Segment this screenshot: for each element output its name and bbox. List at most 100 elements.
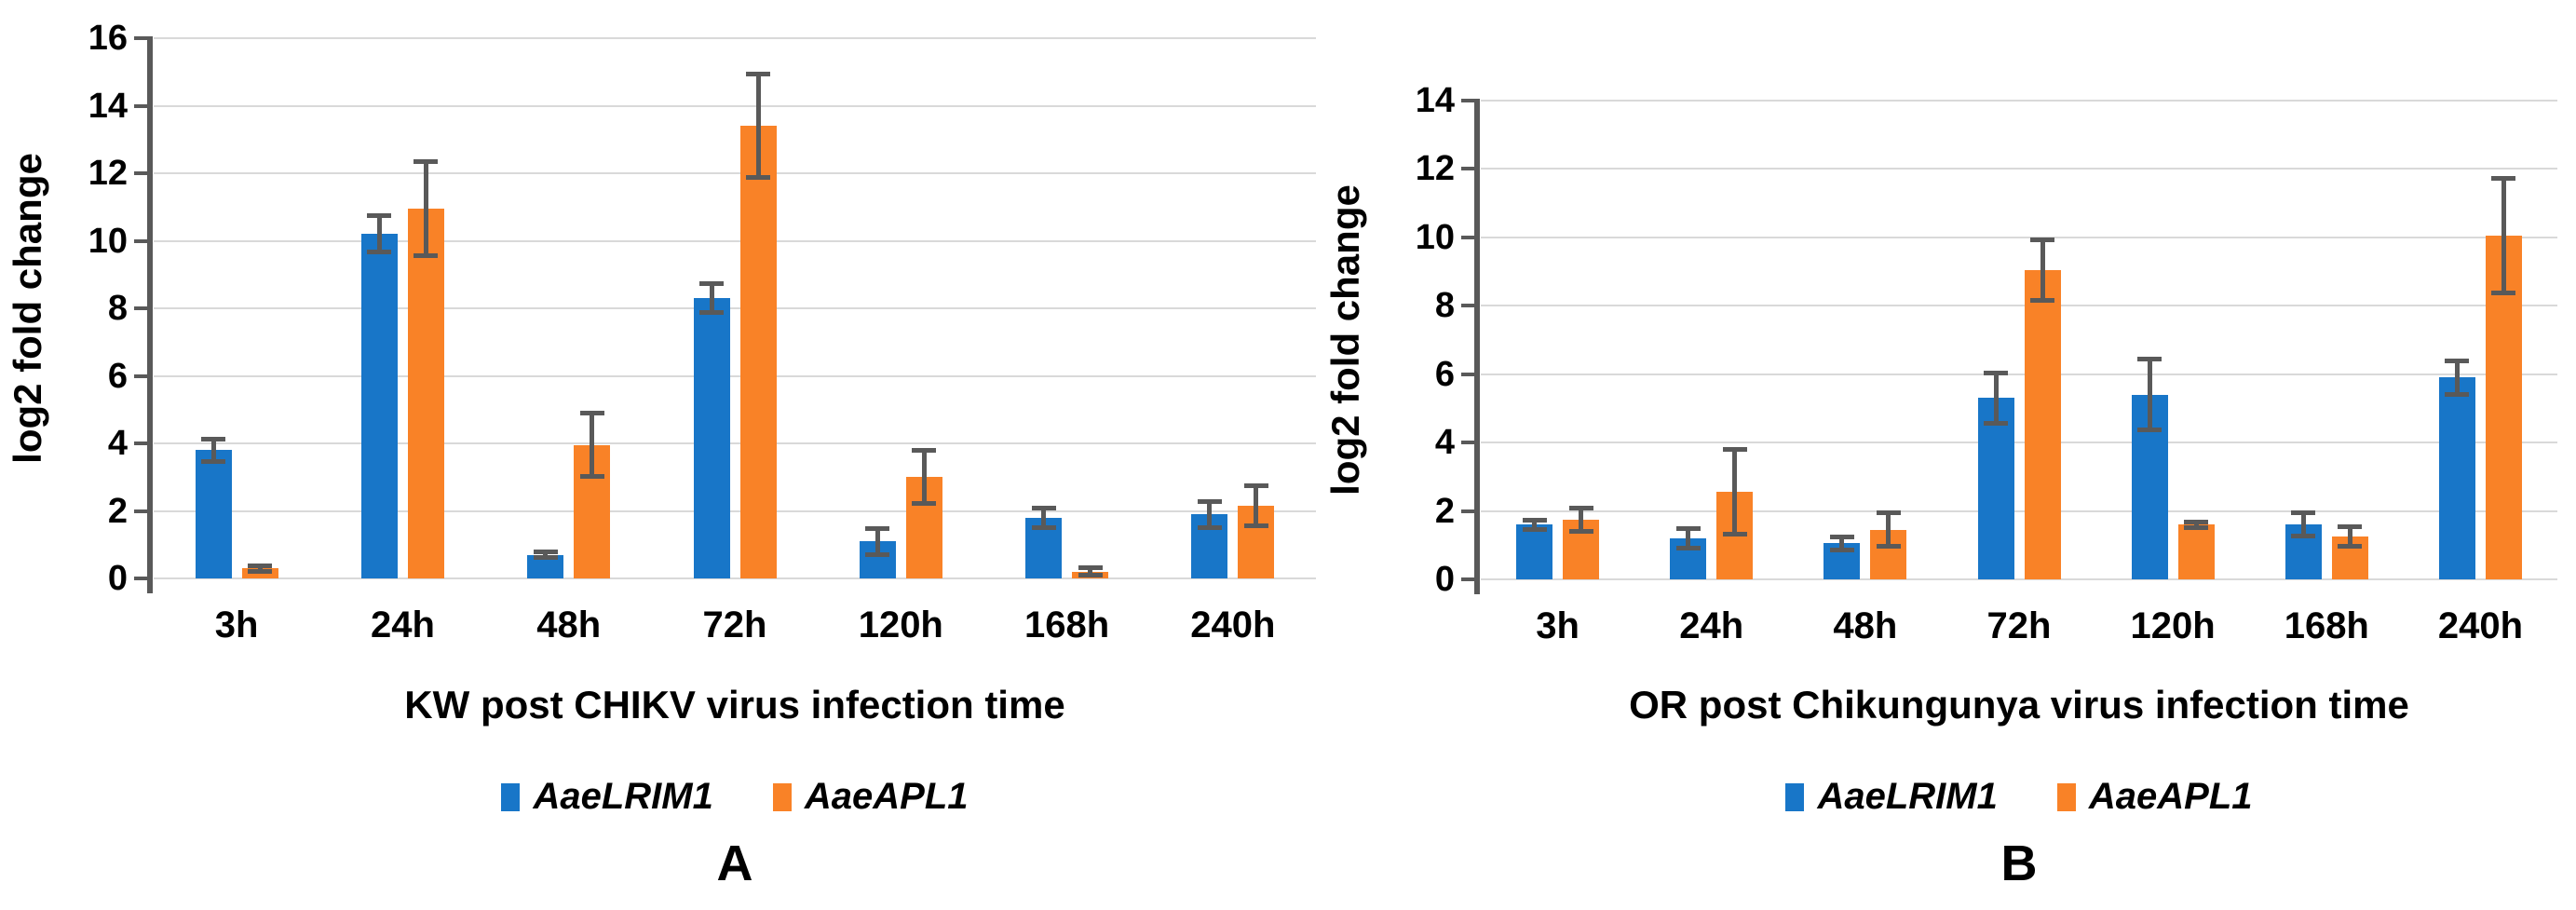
y-tick-label: 8 (107, 289, 128, 328)
error-bar-line (1886, 512, 1891, 548)
legend-entry-aaelrim1: AaeLRIM1 (1785, 776, 1998, 818)
error-bar-cap-top (1197, 498, 1222, 504)
error-bar-cap-bottom (912, 501, 937, 507)
error-bar-cap-bottom (414, 252, 439, 258)
error-bar-line (2147, 359, 2152, 431)
error-bar-cap-bottom (2491, 291, 2516, 296)
error-bar-cap-top (2030, 237, 2054, 242)
error-bar-cap-bottom (367, 250, 392, 255)
y-tick-label: 0 (107, 559, 128, 598)
gridline-4 (154, 442, 1316, 444)
legend-swatch-aaelrim1 (501, 782, 521, 811)
error-bar-line (543, 551, 549, 559)
error-bar-cap-top (2184, 519, 2209, 524)
error-bar-cap-top (1984, 370, 2008, 375)
y-axis-tick (1461, 509, 1474, 513)
y-axis-line (1474, 99, 1480, 594)
y-tick-label: 2 (107, 491, 128, 531)
y-tick-label: 4 (1434, 423, 1455, 463)
bar-aaelrim1-3h (1516, 524, 1553, 579)
error-bar-cap-top (2137, 357, 2162, 362)
gridline-14 (1481, 100, 2557, 102)
error-bar-cap-bottom (1829, 547, 1854, 552)
error-bar-cap-top (1829, 535, 1854, 540)
x-category-label: 24h (370, 604, 435, 645)
error-bar-line (921, 450, 927, 505)
error-bar-cap-bottom (746, 175, 770, 181)
y-tick-label: 14 (1415, 81, 1455, 120)
chart-panel-b: log2 fold change 0 2 4 6 8 10 12 14 3h 24h 48h 72h 1… (1288, 0, 2576, 910)
error-bar-cap-bottom (1568, 528, 1593, 534)
legend-label-aaeapl1: AaeAPL1 (804, 776, 969, 817)
y-tick-label: 10 (88, 221, 128, 261)
x-axis-title: OR post Chikungunya virus infection time (1629, 683, 2409, 727)
legend-swatch-aaelrim1 (1785, 782, 1805, 811)
error-bar-cap-bottom (1522, 526, 1547, 532)
error-bar-line (1579, 507, 1584, 532)
y-tick-label: 6 (1434, 354, 1455, 394)
error-bar-cap-top (579, 411, 604, 416)
y-axis-tick (1461, 235, 1474, 239)
gridline-2 (154, 509, 1316, 512)
gridline-12 (154, 172, 1316, 174)
error-bar-line (423, 161, 428, 256)
error-bar-cap-bottom (2445, 391, 2470, 397)
error-bar-line (2347, 526, 2352, 548)
error-bar-cap-bottom (865, 551, 890, 557)
gridline-0 (154, 577, 1316, 579)
x-category-label: 3h (214, 604, 259, 645)
legend-swatch-aaeapl1 (772, 782, 792, 811)
y-axis-tick (1461, 304, 1474, 308)
gridline-8 (154, 307, 1316, 309)
y-axis-tick (134, 171, 147, 175)
error-bar-cap-bottom (248, 568, 273, 574)
error-bar-line (1207, 500, 1213, 528)
error-bar-line (257, 564, 263, 572)
y-tick-label: 4 (107, 424, 128, 463)
gridline-16 (154, 37, 1316, 39)
error-bar-cap-top (1876, 510, 1901, 516)
error-bar-cap-top (1722, 447, 1747, 453)
error-bar-line (755, 74, 761, 179)
gridline-6 (1481, 373, 2557, 375)
error-bar-cap-top (2491, 175, 2516, 181)
y-axis-tick (1461, 577, 1474, 581)
y-axis-title: log2 fold change (1323, 184, 1367, 496)
y-axis-tick (134, 441, 147, 445)
x-category-label: 120h (858, 604, 943, 645)
error-bar-cap-top (1522, 517, 1547, 523)
x-axis-title: KW post CHIKV virus infection time (404, 683, 1065, 727)
y-tick-label: 6 (107, 356, 128, 396)
y-tick-label: 14 (88, 86, 128, 126)
x-category-label: 3h (1536, 605, 1579, 646)
bar-aaelrim1-24h (360, 234, 398, 578)
gridline-10 (154, 239, 1316, 242)
y-axis-tick (1461, 167, 1474, 171)
y-axis-tick (134, 103, 147, 108)
legend-entry-aaelrim1: AaeLRIM1 (501, 776, 713, 818)
error-bar-cap-top (367, 213, 392, 219)
error-bar-cap-top (201, 436, 226, 441)
legend: AaeLRIM1 AaeAPL1 (1481, 776, 2557, 818)
error-bar-cap-top (1031, 505, 1056, 510)
y-axis-title: log2 fold change (6, 153, 49, 464)
x-category-label: 48h (1833, 605, 1898, 646)
y-axis-line (147, 36, 153, 593)
error-bar-line (1839, 536, 1845, 550)
error-bar-cap-bottom (1078, 573, 1103, 578)
error-bar-cap-bottom (2291, 534, 2316, 539)
error-bar-cap-top (2338, 524, 2363, 530)
bar-aaelrim1-3h (195, 450, 232, 578)
error-bar-line (1993, 372, 1999, 424)
error-bar-line (1532, 519, 1538, 530)
error-bar-cap-bottom (2338, 544, 2363, 550)
bar-aaeapl1-120h (2177, 524, 2215, 579)
panel-letter-b: B (2000, 835, 2038, 891)
error-bar-cap-bottom (1722, 532, 1747, 537)
error-bar-line (709, 282, 714, 314)
error-bar-cap-bottom (201, 458, 226, 464)
gridline-6 (154, 374, 1316, 377)
plot-area: 0 2 4 6 8 10 12 14 16 3h 24h 48h 72h 120h 168h 240h (88, 20, 1316, 645)
error-bar-cap-bottom (1675, 545, 1701, 550)
error-bar-cap-top (1078, 565, 1103, 571)
